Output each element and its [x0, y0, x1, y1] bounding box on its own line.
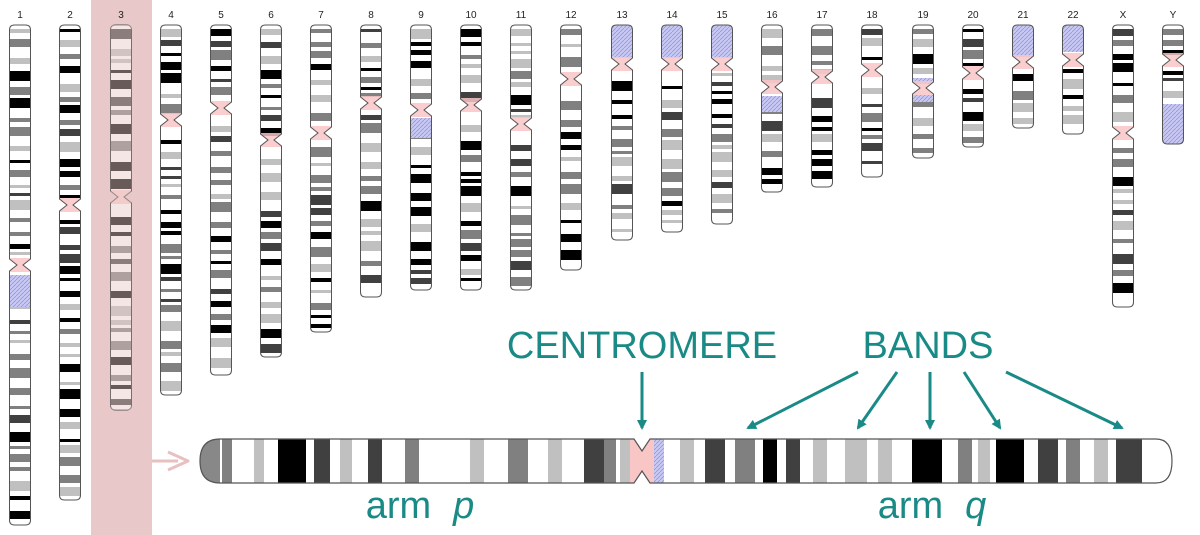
- chromosome-17: [811, 24, 833, 188]
- bands-label: BANDS: [863, 325, 994, 367]
- chromosome-13: [611, 24, 633, 241]
- chromosome-label-21: 21: [1017, 10, 1029, 21]
- arm-p-label: arm p: [366, 485, 475, 527]
- chromosome-22: [1062, 24, 1084, 135]
- chromosome-label-13: 13: [616, 10, 628, 21]
- chromosome-label-5: 5: [218, 10, 224, 21]
- chromosome-1: [9, 24, 31, 526]
- chromosome-9: [410, 24, 432, 291]
- chromosome-number-labels: 1 2 3 4 5 6 7 8 9 10 11 12 13 14 15 16 1…: [17, 10, 1176, 21]
- chromosome-3: [110, 24, 132, 411]
- chromosome-label-19: 19: [917, 10, 929, 21]
- chromosome-label-4: 4: [168, 10, 174, 21]
- bands-arrow: [746, 370, 859, 430]
- chromosome-4: [160, 24, 182, 396]
- chromosome-12: [560, 24, 582, 271]
- arm-p-letter: p: [452, 485, 474, 527]
- chromosome-14: [661, 24, 683, 233]
- centromere-label: CENTROMERE: [507, 325, 777, 367]
- chromosome-label-20: 20: [967, 10, 979, 21]
- chromosome-label-7: 7: [318, 10, 324, 21]
- chromosome-label-11: 11: [516, 10, 527, 21]
- enlarged-chromosome: [199, 438, 1173, 484]
- expand-arrow-head: [167, 450, 190, 472]
- chromosome-label-15: 15: [716, 10, 728, 21]
- chromosome-label-18: 18: [866, 10, 878, 21]
- chromosome-10: [460, 24, 482, 291]
- chromosome-label-2: 2: [67, 10, 73, 21]
- chromosome-label-8: 8: [368, 10, 374, 21]
- chromosome-label-17: 17: [816, 10, 828, 21]
- chromosome-x: [1112, 24, 1134, 308]
- chromosome-label-6: 6: [268, 10, 274, 21]
- arm-q-letter: q: [965, 485, 986, 527]
- chromosome-15: [711, 24, 733, 225]
- chromosome-label-22: 22: [1067, 10, 1079, 21]
- chromosome-11: [510, 24, 532, 291]
- chromosome-16: [761, 24, 783, 193]
- chromosome-label-14: 14: [666, 10, 678, 21]
- bands-arrow: [856, 371, 899, 430]
- chromosome-y: [1162, 24, 1184, 145]
- chromosome-6: [260, 24, 282, 358]
- chromosome-label-16: 16: [766, 10, 778, 21]
- bands-arrow: [962, 371, 1002, 430]
- chromosome-label-10: 10: [465, 10, 477, 21]
- chromosome-18: [861, 24, 883, 178]
- chromosome-label-1: 1: [17, 10, 23, 21]
- bands-arrow: [1005, 370, 1124, 430]
- chromosome-19: [912, 24, 934, 159]
- arm-q-word: arm: [878, 485, 943, 527]
- chromosome-label-3: 3: [118, 10, 124, 21]
- chromosome-21: [1012, 24, 1034, 129]
- arm-p-word: arm: [366, 485, 431, 527]
- chromosome-7: [310, 24, 332, 333]
- karyotype-chromosomes: [9, 24, 1184, 526]
- chromosome-8: [360, 24, 382, 298]
- chromosome-label-9: 9: [418, 10, 424, 21]
- chromosome-label-x: X: [1120, 10, 1127, 21]
- chromosome-5: [210, 24, 232, 376]
- chromosome-label-12: 12: [565, 10, 577, 21]
- chromosome-label-y: Y: [1170, 10, 1177, 21]
- chromosome-20: [962, 24, 984, 148]
- chromosome-2: [59, 24, 81, 501]
- arm-q-label: arm q: [878, 485, 987, 527]
